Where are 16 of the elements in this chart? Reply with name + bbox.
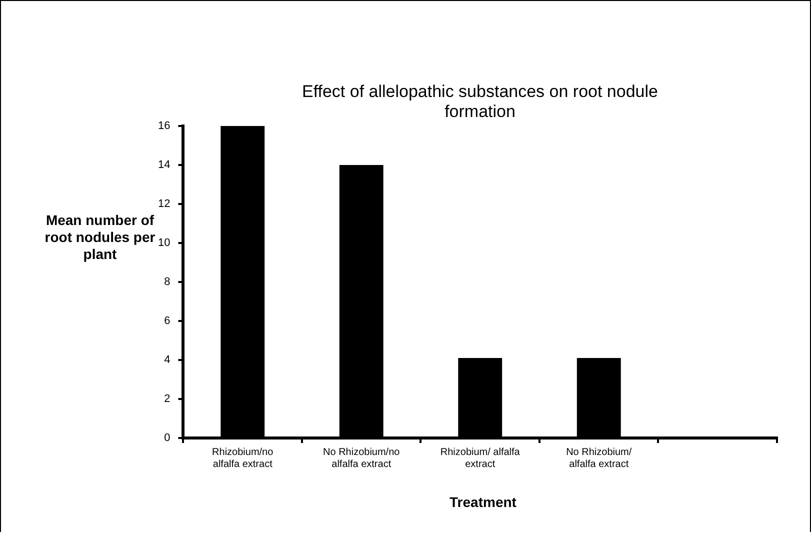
y-tick-label: 8	[164, 276, 170, 288]
chart-title: Effect of allelopathic substances on root nodule formation	[301, 82, 659, 122]
x-tick-label: No Rhizobium/no alfalfa extract	[323, 446, 400, 470]
x-axis-title: Treatment	[448, 494, 518, 510]
y-tick-label: 16	[158, 120, 170, 132]
x-tick-label: Rhizobium/ alfalfa extract	[440, 446, 520, 470]
y-tick-label: 4	[164, 354, 170, 366]
y-tick-label: 14	[158, 159, 170, 172]
y-tick-label: 10	[158, 237, 170, 250]
x-tick-label: No Rhizobium/ alfalfa extract	[566, 446, 632, 470]
y-tick-label: 2	[164, 393, 170, 406]
y-axis-title: Mean number of root nodules per plant	[44, 212, 156, 262]
y-tick-label: 12	[158, 198, 170, 210]
y-tick-label: 6	[164, 315, 170, 328]
x-tick-label: Rhizobium/no alfalfa extract	[212, 446, 274, 470]
y-tick-label: 0	[164, 432, 170, 444]
